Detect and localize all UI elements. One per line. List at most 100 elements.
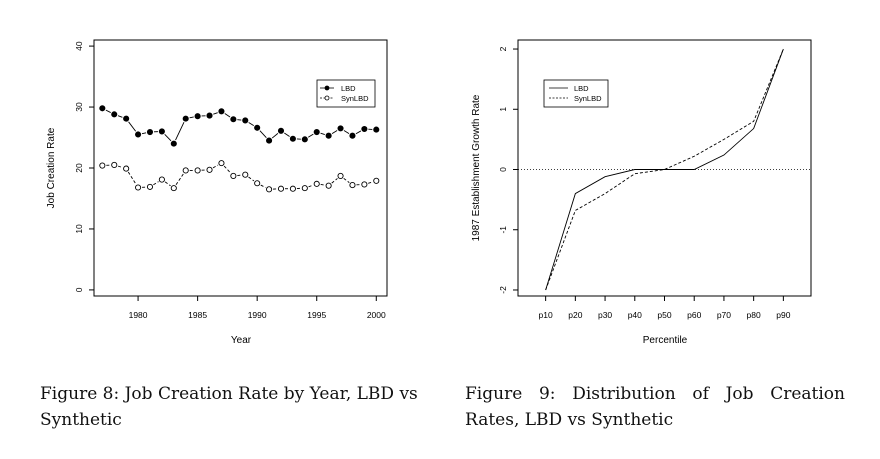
chart1-lbd-point	[230, 116, 237, 123]
chart1-y-tick-label: 40	[74, 41, 84, 51]
chart2-y-tick-label: 0	[498, 167, 508, 172]
chart1-synlbd-point	[254, 180, 261, 187]
chart2-x-tick-label: p80	[747, 310, 761, 320]
chart1-synlbd-point	[158, 176, 165, 183]
chart1-lbd-point	[182, 115, 189, 122]
chart1-x-tick-label: 1990	[248, 310, 267, 320]
chart1-synlbd-point	[123, 165, 130, 172]
chart1-synlbd-segment	[320, 184, 325, 186]
chart1-synlbd-point	[170, 185, 177, 192]
chart1-lbd-point	[373, 126, 380, 133]
chart1-synlbd-point	[289, 185, 296, 192]
chart2-x-tick-label: p70	[717, 310, 731, 320]
chart1-synlbd-point	[361, 181, 368, 188]
chart1-lbd-segment	[343, 130, 350, 134]
chart1-synlbd-segment	[343, 178, 350, 183]
chart2-legend-lbd-label: LBD	[574, 84, 589, 93]
chart2-x-tick-label: p30	[598, 310, 612, 320]
chart1-x-tick-label: 1980	[129, 310, 148, 320]
chart1-lbd-segment	[105, 109, 111, 113]
chart1-lbd-point	[361, 125, 368, 133]
chart2-legend-box	[543, 79, 609, 108]
chart1-legend-lbd-marker	[324, 85, 330, 91]
chart1-synlbd-segment	[153, 181, 159, 186]
chart2-legend-synlbd-label: SynLBD	[574, 94, 602, 103]
chart1-synlbd-point	[146, 183, 154, 190]
chart1-synlbd-segment	[127, 171, 137, 185]
figure9-caption: Figure 9: Distribution of Job Creation R…	[465, 384, 845, 430]
chart1-synlbd-point	[230, 172, 237, 179]
chart1-synlbd-point	[99, 162, 106, 169]
chart1-lbd-segment	[259, 130, 267, 138]
chart1-lbd-point	[111, 111, 118, 118]
chart2-plot-frame	[517, 39, 812, 297]
chart1-plot-frame	[93, 39, 388, 297]
chart1-synlbd-point	[111, 161, 118, 169]
chart1-lbd-point	[146, 128, 154, 136]
chart1-synlbd-segment	[260, 184, 266, 188]
chart1-synlbd-point	[206, 166, 213, 173]
chart1-lbd-point	[337, 125, 344, 132]
chart1-lbd-point	[218, 108, 225, 115]
chart1-x-tick-label: 1995	[307, 310, 326, 320]
chart1-synlbd-segment	[212, 164, 219, 169]
chart1-lbd-segment	[320, 132, 325, 135]
chart2-x-tick-label: p60	[687, 310, 701, 320]
chart1-lbd-point	[99, 105, 106, 112]
chart1-legend-lbd-label: LBD	[341, 84, 356, 93]
chart1-lbd-point	[313, 128, 320, 136]
chart1-synlbd-point	[325, 182, 332, 189]
chart1-lbd-segment	[224, 113, 231, 118]
chart1-synlbd-segment	[164, 181, 171, 187]
chart2-x-tick-label: p50	[657, 310, 671, 320]
chart1-lbd-point	[194, 113, 201, 120]
chart1-y-tick-label: 30	[74, 102, 84, 112]
chart1-synlbd-point	[182, 167, 189, 174]
chart1-synlbd-segment	[175, 173, 184, 186]
chart1-lbd-point	[123, 115, 130, 122]
chart1-synlbd-point	[218, 160, 225, 167]
chart1-lbd-point	[266, 137, 273, 144]
chart1-synlbd-segment	[331, 178, 338, 184]
chart1-lbd-segment	[117, 115, 123, 118]
chart1-synlbd-point	[277, 185, 285, 192]
chart1-lbd-segment	[141, 132, 147, 135]
chart1-lbd-point	[289, 135, 296, 142]
chart2-x-tick-label: p40	[628, 310, 642, 320]
chart2-y-tick-label: 2	[498, 46, 508, 51]
chart2-y-axis-label: 1987 Establishment Growth Rate	[471, 94, 482, 241]
chart1-lbd-point	[277, 127, 285, 134]
chart1-x-axis-label: Year	[231, 335, 252, 346]
chart1-synlbd-point	[313, 180, 320, 187]
chart1-lbd-point	[242, 117, 249, 124]
chart1-lbd-point	[158, 128, 165, 135]
chart1-lbd-point	[325, 132, 332, 139]
chart1-y-tick-label: 20	[74, 163, 84, 173]
figure8-caption: Figure 8: Job Creation Rate by Year, LBD…	[40, 384, 418, 430]
chart1-synlbd-segment	[248, 176, 255, 182]
chart1-synlbd-point	[337, 172, 344, 179]
chart1-lbd-point	[254, 124, 261, 131]
chart1-lbd-segment	[271, 133, 279, 139]
chart1-lbd-point	[349, 132, 356, 139]
chart1-lbd-segment	[164, 133, 172, 142]
growth-rate-distribution-chart: p10 p20 p30 p40 p50 p60 p70 p80 p90 -2 -1 0 1 2 LBDSy…	[471, 39, 812, 346]
chart1-legend-synlbd-marker	[324, 95, 330, 101]
chart1-synlbd-point	[135, 184, 142, 191]
chart2-x-tick-label: p90	[776, 310, 790, 320]
chart1-synlbd-point	[301, 185, 308, 192]
chart1-lbd-segment	[248, 122, 255, 127]
chart2-x-tick-label: p20	[568, 310, 582, 320]
chart1-lbd-segment	[213, 112, 218, 115]
chart1-synlbd-point	[194, 167, 201, 174]
chart1-lbd-segment	[307, 133, 314, 138]
chart2-y-tick-label: -2	[498, 286, 508, 294]
chart1-lbd-segment	[355, 130, 362, 135]
chart2-x-tick-label: p10	[539, 310, 553, 320]
chart2-synlbd-line	[545, 48, 784, 291]
chart1-y-tick-label: 0	[74, 287, 84, 292]
chart1-lbd-segment	[189, 116, 194, 119]
